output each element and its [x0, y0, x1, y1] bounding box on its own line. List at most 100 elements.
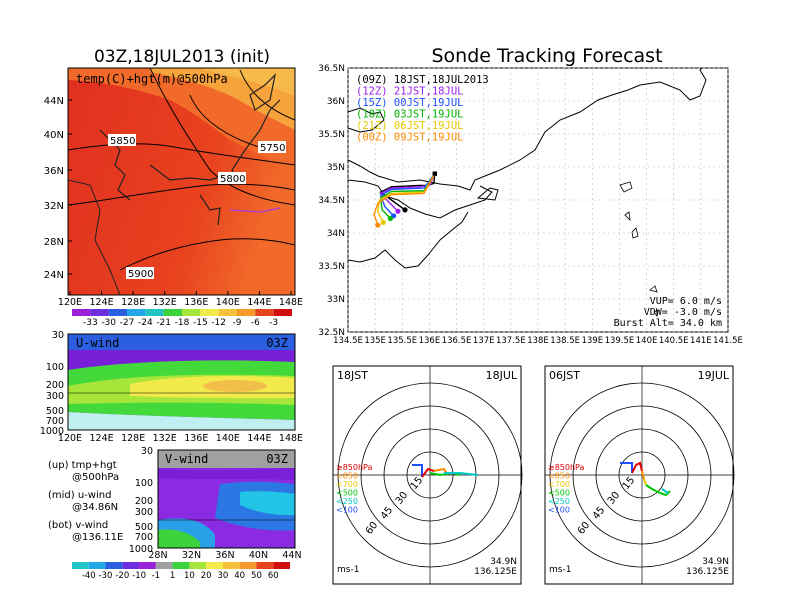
x-tick-label: 140E [216, 297, 240, 308]
x-tick-label: 128E [121, 297, 145, 308]
colorbar-label: 30 [218, 571, 229, 581]
coastline-honshu [347, 67, 707, 191]
contour-label-bg [218, 172, 246, 184]
level-legend: <250 [336, 497, 358, 506]
y-tick-label: 300 [135, 507, 153, 518]
y-tick-label: 700 [135, 532, 153, 543]
y-tick-label: 32.5N [318, 328, 345, 338]
colorbar-label: -40 [82, 571, 96, 581]
y-tick-label: 30 [52, 330, 64, 341]
colorbar-cell [90, 309, 109, 316]
v-wind-label: V-wind [165, 452, 208, 466]
x-tick-label: 124E [90, 297, 114, 308]
x-tick-label: 136E [184, 297, 208, 308]
y-tick-label: 100 [46, 362, 64, 373]
coastline-kii-north [347, 179, 493, 219]
tracking-yticks: 36.5N 36N 35.5N 35N 34.5N 34N 33.5N 33N 32.5N [318, 64, 345, 338]
x-tick-label: 132E [153, 433, 177, 444]
note-line: @500hPa [72, 472, 119, 483]
track-param: Burst Alt= 34.0 km [614, 318, 722, 329]
sonde-tracks [373, 171, 437, 228]
colorbar-label: 1 [170, 571, 175, 581]
colorbar-label: -3 [269, 318, 278, 328]
note-line: (up) tmp+hgt [48, 460, 117, 471]
temp-field-light [205, 68, 295, 96]
hodograph-time: 06JST [549, 369, 580, 382]
y-tick-label: 1000 [129, 544, 153, 555]
colorbar-cell [222, 562, 240, 569]
level-legend: <700 [548, 480, 570, 489]
colorbar-label: -1 [152, 571, 160, 581]
colorbar-cell [237, 309, 256, 316]
colorbar-cell [218, 309, 237, 316]
panel-a-label: temp(C)+hgt(m)@500hPa [76, 72, 228, 86]
x-tick-label: 132E [153, 297, 177, 308]
colorbar-label: -6 [251, 318, 260, 328]
panel-a-yticks: 44N 40N 36N 32N 28N 24N [44, 96, 72, 281]
panel-a-colorbar: -33 -30 -27 -24 -21 -18 -15 -12 -9 -6 -3 [72, 309, 292, 328]
y-tick-label: 32N [44, 201, 64, 212]
hodograph-trace [444, 472, 479, 476]
hodograph-trace [620, 462, 633, 473]
track-param: VDW= -3.0 m/s [644, 307, 722, 318]
hodograph-trace [661, 488, 669, 494]
panel-temperature-map: temp(C)+hgt(m)@500hPa 5850 5750 5800 590… [44, 67, 303, 328]
colorbar-cell [72, 309, 91, 316]
left-title: 03Z,18JUL2013 (init) [94, 47, 270, 67]
y-tick-label: 200 [46, 380, 64, 391]
track-line [379, 173, 436, 217]
level-legend: ≥850hPa [548, 463, 585, 472]
colorbar-cell [206, 562, 223, 569]
track-line [373, 173, 436, 226]
x-tick-label: 120E [58, 297, 82, 308]
y-tick-label: 100 [135, 478, 153, 489]
hodograph-lon: 136.125E [686, 567, 729, 577]
colorbar-cell [88, 562, 106, 569]
colorbar-cell [72, 562, 89, 569]
colorbar-label: -27 [120, 318, 135, 328]
u-wind-xticks: 120E 124E 128E 132E 136E 140E 144E 148E [58, 433, 303, 444]
colorbar-cell [155, 562, 173, 569]
y-tick-label: 700 [46, 416, 64, 427]
x-tick-label: 138E [527, 336, 549, 346]
hodograph-trace [631, 461, 643, 474]
y-tick-label: 40N [44, 130, 64, 141]
colorbar-label: -21 [156, 318, 171, 328]
y-tick-label: 35N [327, 163, 345, 173]
hodograph-lat: 34.9N [490, 557, 517, 567]
x-tick-label: 135.5E [387, 336, 417, 346]
colorbar-label: -10 [132, 571, 146, 581]
y-tick-label: 28N [44, 237, 64, 248]
y-tick-label: 36.5N [318, 64, 345, 74]
colorbar-label: -15 [193, 318, 208, 328]
x-tick-label: 40N [249, 550, 268, 561]
x-tick-label: 144E [247, 433, 271, 444]
tracking-xticks: 134.5E 135E 135.5E 136E 136.5E 137E 137.5E 138E… [333, 336, 743, 346]
colorbar-label: 50 [251, 571, 262, 581]
x-tick-label: 137.5E [496, 336, 526, 346]
colorbar-label: 60 [268, 571, 279, 581]
colorbar-label: -12 [211, 318, 226, 328]
v-wind-xticks: 28N 32N 36N 40N 44N [148, 550, 301, 561]
x-tick-label: 139.5E [605, 336, 635, 346]
note-line: @136.11E [72, 532, 123, 543]
colorbar-cell [108, 309, 127, 316]
y-tick-label: 34.5N [318, 196, 345, 206]
level-legend: ≥850hPa [336, 463, 373, 472]
panel-tracking-map: (09Z) 18JST,18JUL2013(12Z) 21JST,18JUL(1… [318, 64, 743, 346]
colorbar-cell [239, 562, 257, 569]
u-wind-label: U-wind [76, 336, 119, 350]
y-tick-label: 36N [44, 166, 64, 177]
tracking-legend: (09Z) 18JST,18JUL2013(12Z) 21JST,18JUL(1… [356, 74, 489, 144]
x-tick-label: 28N [148, 550, 167, 561]
x-tick-label: 134.5E [333, 336, 363, 346]
x-tick-label: 44N [282, 550, 301, 561]
hodograph-unit: ms-1 [337, 565, 359, 575]
x-tick-label: 120E [58, 433, 82, 444]
v-wind-colorbar: -40 -30 -20 -10 -1 1 10 20 30 40 50 60 [72, 562, 290, 581]
x-tick-label: 124E [90, 433, 114, 444]
